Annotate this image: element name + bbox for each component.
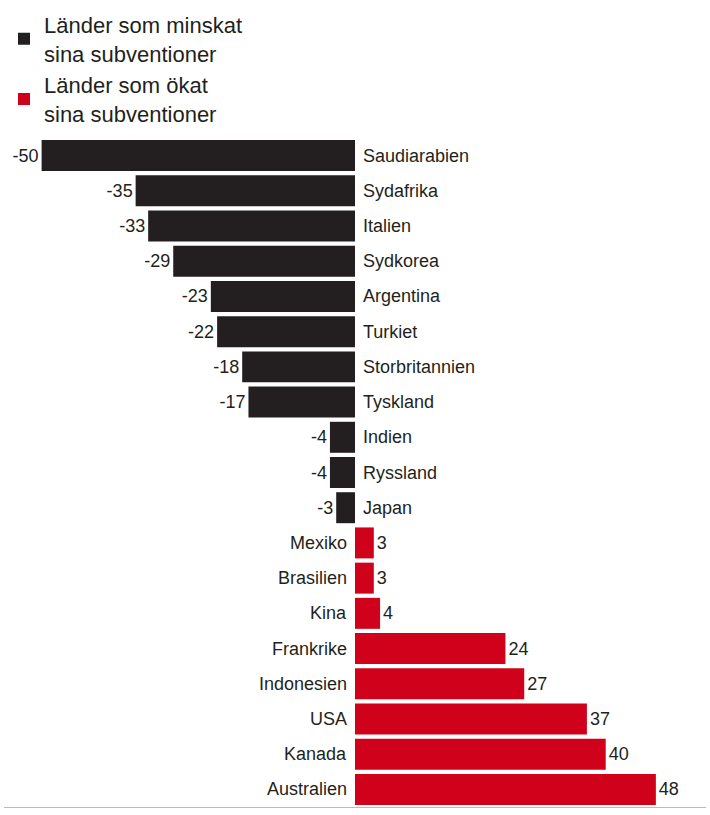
- svg-text:Frankrike: Frankrike: [272, 639, 347, 659]
- svg-text:-18: -18: [213, 357, 239, 377]
- svg-text:-4: -4: [311, 427, 327, 447]
- svg-text:3: 3: [377, 533, 387, 553]
- svg-text:USA: USA: [310, 709, 347, 729]
- svg-text:Indien: Indien: [363, 427, 412, 447]
- svg-text:Sydkorea: Sydkorea: [363, 251, 440, 271]
- svg-text:Australien: Australien: [267, 779, 347, 799]
- svg-text:Tyskland: Tyskland: [363, 392, 434, 412]
- svg-text:27: 27: [527, 674, 547, 694]
- svg-text:Argentina: Argentina: [363, 286, 441, 306]
- svg-text:3: 3: [377, 568, 387, 588]
- svg-text:37: 37: [590, 709, 610, 729]
- svg-text:48: 48: [659, 779, 679, 799]
- svg-text:-50: -50: [13, 146, 39, 166]
- svg-text:Ryssland: Ryssland: [363, 463, 437, 483]
- svg-text:Japan: Japan: [363, 498, 412, 518]
- svg-text:Sydafrika: Sydafrika: [363, 181, 439, 201]
- svg-text:40: 40: [609, 744, 629, 764]
- svg-text:Kina: Kina: [310, 603, 347, 623]
- svg-text:Storbritannien: Storbritannien: [363, 357, 475, 377]
- svg-text:Saudiarabien: Saudiarabien: [363, 146, 469, 166]
- svg-text:-33: -33: [119, 216, 145, 236]
- svg-text:Indonesien: Indonesien: [259, 674, 347, 694]
- svg-text:-22: -22: [188, 322, 214, 342]
- svg-text:-23: -23: [182, 286, 208, 306]
- svg-text:-35: -35: [107, 181, 133, 201]
- svg-text:Italien: Italien: [363, 216, 411, 236]
- svg-text:Mexiko: Mexiko: [290, 533, 347, 553]
- svg-text:Turkiet: Turkiet: [363, 322, 417, 342]
- svg-text:Länder som ökatsina subvention: Länder som ökatsina subventioner: [44, 73, 216, 127]
- svg-text:Länder som minskatsina subvent: Länder som minskatsina subventioner: [44, 13, 242, 67]
- svg-text:-29: -29: [144, 251, 170, 271]
- svg-text:4: 4: [383, 603, 393, 623]
- svg-text:Kanada: Kanada: [284, 744, 347, 764]
- svg-text:-4: -4: [311, 463, 327, 483]
- svg-text:Brasilien: Brasilien: [278, 568, 347, 588]
- svg-text:-17: -17: [219, 392, 245, 412]
- svg-text:-3: -3: [317, 498, 333, 518]
- svg-text:24: 24: [508, 639, 528, 659]
